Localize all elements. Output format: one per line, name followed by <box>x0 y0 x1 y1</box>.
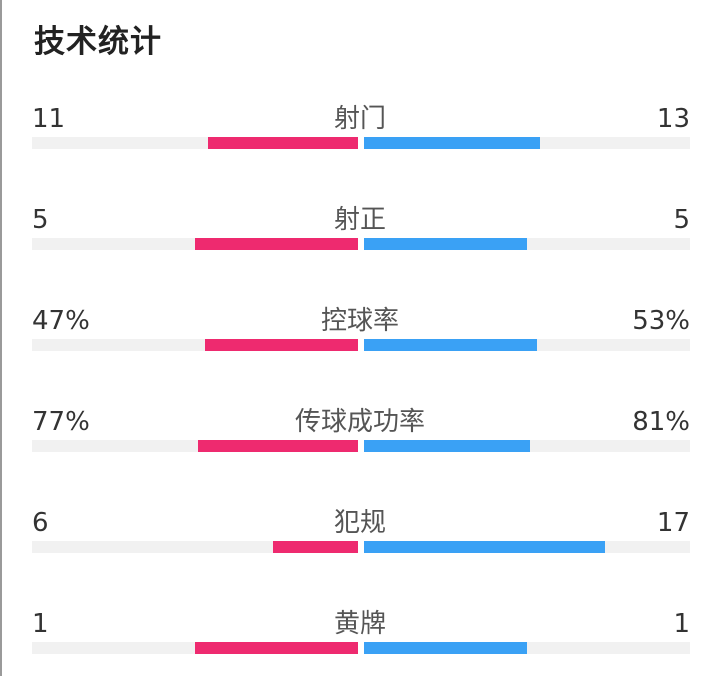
left-border <box>0 0 2 676</box>
home-bar-fill <box>198 440 358 452</box>
away-bar-fill <box>364 137 540 149</box>
home-bar-track <box>32 137 358 149</box>
stat-label: 犯规 <box>333 508 386 538</box>
home-value: 11 <box>32 104 66 134</box>
stat-row-pass-accuracy: 77% 传球成功率 81% <box>0 405 720 475</box>
away-value: 1 <box>673 609 690 639</box>
home-value: 77% <box>32 407 90 437</box>
home-value: 5 <box>32 205 49 235</box>
home-bar-fill <box>195 238 358 250</box>
away-bar-track <box>364 440 690 452</box>
away-bar-track <box>364 541 690 553</box>
home-value: 6 <box>32 508 49 538</box>
away-bar-fill <box>364 440 530 452</box>
stat-row-fouls: 6 犯规 17 <box>0 506 720 576</box>
away-bar-fill <box>364 541 605 553</box>
away-bar-track <box>364 642 690 654</box>
home-value: 47% <box>32 306 90 336</box>
stat-row-yellow-cards: 1 黄牌 1 <box>0 607 720 677</box>
stat-label: 传球成功率 <box>294 407 425 437</box>
stat-label: 射正 <box>333 205 386 235</box>
away-value: 81% <box>632 407 690 437</box>
home-bar-track <box>32 339 358 351</box>
stat-row-shots: 11 射门 13 <box>0 102 720 172</box>
away-value: 53% <box>632 306 690 336</box>
away-bar-track <box>364 339 690 351</box>
home-bar-fill <box>205 339 358 351</box>
stat-label: 射门 <box>333 104 386 134</box>
away-bar-fill <box>364 238 527 250</box>
home-bar-track <box>32 440 358 452</box>
home-bar-track <box>32 642 358 654</box>
home-bar-fill <box>195 642 358 654</box>
away-bar-fill <box>364 642 527 654</box>
away-value: 5 <box>673 205 690 235</box>
home-bar-fill <box>208 137 358 149</box>
away-value: 13 <box>656 104 690 134</box>
home-value: 1 <box>32 609 49 639</box>
away-bar-track <box>364 137 690 149</box>
stat-label: 控球率 <box>320 306 399 336</box>
home-bar-fill <box>273 541 358 553</box>
page-title: 技术统计 <box>34 24 162 60</box>
away-value: 17 <box>656 508 690 538</box>
home-bar-track <box>32 238 358 250</box>
stat-row-possession: 47% 控球率 53% <box>0 304 720 374</box>
stat-label: 黄牌 <box>333 609 386 639</box>
away-bar-track <box>364 238 690 250</box>
away-bar-fill <box>364 339 537 351</box>
stat-row-shots-on-target: 5 射正 5 <box>0 203 720 273</box>
home-bar-track <box>32 541 358 553</box>
